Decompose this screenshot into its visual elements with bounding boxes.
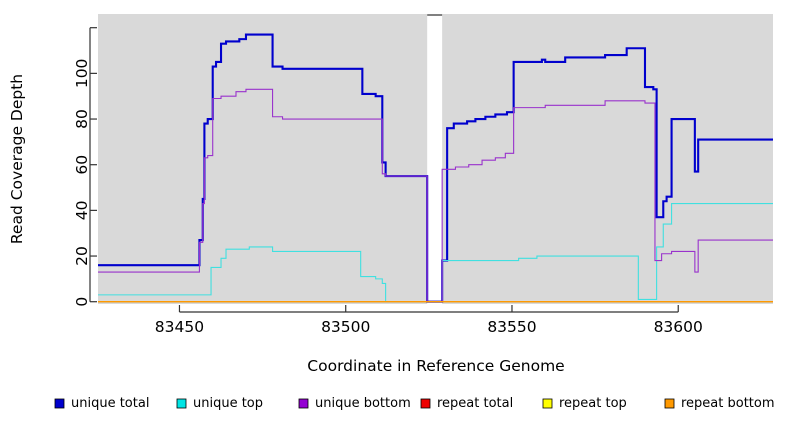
- series-line-unique-bottom: [98, 88, 773, 303]
- x-axis: 83450 83500 83550 83600: [155, 305, 703, 336]
- y-axis-tick-label: 0: [73, 297, 91, 307]
- panel-gap-marker: [427, 14, 443, 16]
- legend-swatch: [542, 398, 553, 409]
- legend: unique total unique top unique bottom repea…: [54, 396, 775, 411]
- legend-swatch: [298, 398, 309, 409]
- y-axis-tick-label: 60: [73, 155, 91, 175]
- y-axis-tick-label: 80: [73, 109, 91, 129]
- legend-swatch: [664, 398, 675, 409]
- legend-label: repeat top: [559, 396, 627, 411]
- legend-label: repeat bottom: [681, 396, 775, 411]
- y-axis-tick-label: 100: [73, 59, 91, 89]
- series-line-unique-total: [98, 33, 773, 303]
- legend-swatch: [54, 398, 65, 409]
- x-axis-tick-label: 83450: [155, 318, 204, 336]
- y-axis-tick-label: 20: [73, 246, 91, 266]
- y-axis: 0 20 40 60 80 100: [73, 27, 97, 307]
- x-axis-title: Coordinate in Reference Genome: [307, 357, 564, 375]
- y-axis-title: Read Coverage Depth: [8, 74, 26, 244]
- legend-swatch: [420, 398, 431, 409]
- x-axis-tick-label: 83500: [321, 318, 370, 336]
- plot-panel-left: [98, 14, 428, 304]
- plot-panel: [98, 14, 773, 304]
- data-series-group: [98, 33, 773, 303]
- series-line-unique-top: [98, 202, 773, 303]
- x-axis-tick-label: 83550: [487, 318, 536, 336]
- legend-label: unique bottom: [315, 396, 411, 411]
- legend-label: unique total: [71, 396, 149, 411]
- y-axis-tick-label: 40: [73, 201, 91, 221]
- legend-label: unique top: [193, 396, 263, 411]
- legend-swatch: [176, 398, 187, 409]
- legend-label: repeat total: [437, 396, 513, 411]
- x-axis-tick-label: 83600: [654, 318, 703, 336]
